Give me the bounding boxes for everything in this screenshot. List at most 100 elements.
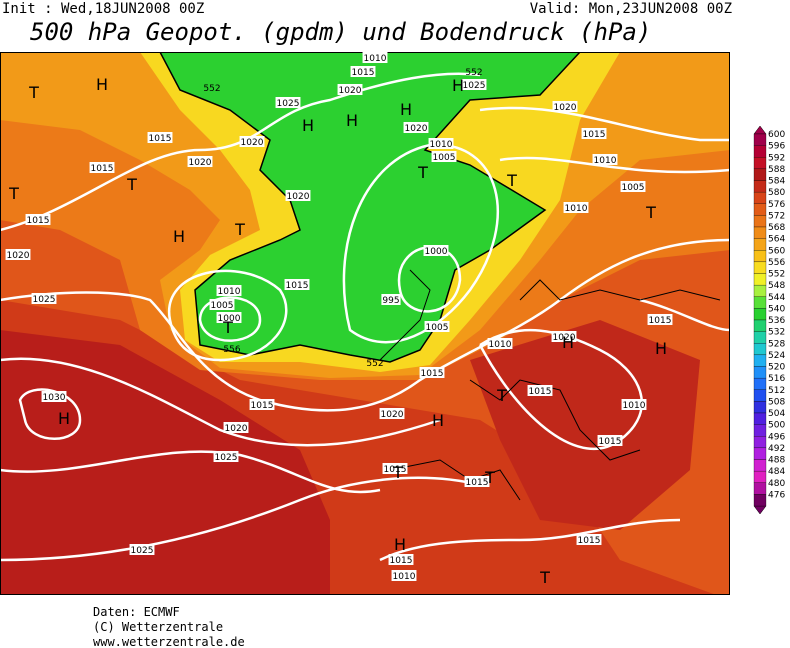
colorbar-swatch — [753, 389, 767, 402]
isobar-label-text: 1015 — [251, 401, 274, 411]
isobar-label-box — [41, 391, 67, 402]
isobar-label: 1020 — [551, 331, 577, 343]
pressure-center: H — [562, 333, 574, 352]
isobar-label-box — [647, 314, 673, 325]
colorbar-label: 580 — [768, 188, 785, 198]
isobar-label-box — [275, 97, 301, 108]
colorbar-label: 560 — [768, 246, 785, 256]
colorbar-swatch — [753, 482, 767, 495]
isobar-label: 1010 — [563, 202, 589, 214]
isobar-label-text: 1015 — [529, 387, 552, 397]
colorbar-swatch — [753, 203, 767, 216]
isobar-label-text: 1010 — [489, 340, 512, 350]
pressure-center: H — [173, 227, 185, 246]
colorbar-swatch — [753, 157, 767, 170]
isobar-label-text: 1010 — [565, 204, 588, 214]
colorbar-label: 540 — [768, 304, 785, 314]
colorbar-label: 588 — [768, 165, 785, 175]
colorbar-label: 564 — [768, 235, 785, 245]
isobar-label: 1010 — [428, 138, 454, 150]
isobar-label: 1015 — [147, 132, 173, 144]
colorbar-swatch — [753, 412, 767, 425]
isobar-label-text: 1015 — [649, 316, 672, 326]
isobar-label-text: 1000 — [425, 247, 448, 257]
isobar-label-box — [379, 408, 405, 419]
pressure-center: T — [222, 318, 233, 337]
colorbar-label: 528 — [768, 339, 785, 349]
pressure-center: H — [346, 111, 358, 130]
isobar-label: 1025 — [213, 451, 239, 463]
isobar-label-box — [597, 435, 623, 446]
thickness-label: 552 — [465, 68, 482, 78]
colorbar-top-arrow — [753, 125, 767, 135]
isobar-label-box — [381, 294, 401, 305]
isobar-label-box — [461, 79, 487, 90]
colorbar-label: 592 — [768, 153, 785, 163]
colorbar-label: 500 — [768, 421, 785, 431]
colorbar-swatch — [753, 459, 767, 472]
isobar-label-text: 1015 — [352, 68, 375, 78]
isobar-label-box — [464, 476, 490, 487]
colorbar-label: 508 — [768, 397, 785, 407]
isobar-label-box — [25, 214, 51, 225]
isobar-label: 1015 — [25, 214, 51, 226]
isobar-label: 1015 — [581, 128, 607, 140]
isobar-label: 1005 — [620, 181, 646, 193]
isobar-label-text: 1015 — [578, 536, 601, 546]
isobar-label-text: 1025 — [33, 295, 56, 305]
isobar-label-text: 1010 — [218, 287, 241, 297]
isobar-label-box — [552, 101, 578, 112]
isobar-label: 1010 — [391, 570, 417, 582]
isobar-label: 1005 — [209, 299, 235, 311]
pressure-center: T — [8, 184, 19, 203]
credit-line: (C) Wetterzentrale — [93, 620, 223, 634]
isobar-label: 1015 — [647, 314, 673, 326]
isobar-label-text: 1010 — [623, 401, 646, 411]
isobar-label-box — [419, 367, 445, 378]
isobar-label-text: 1005 — [622, 183, 645, 193]
colorbar-swatch — [753, 250, 767, 263]
colorbar-label: 476 — [768, 490, 785, 500]
isobar-label: 1010 — [216, 285, 242, 297]
isobar-label: 1010 — [487, 338, 513, 350]
colorbar-swatch — [753, 377, 767, 390]
isobar-label-box — [527, 385, 553, 396]
isobar-label: 1020 — [285, 190, 311, 202]
isobar-label-box — [551, 331, 577, 342]
isobar-label-text: 1020 — [381, 410, 404, 420]
isobar-label-box — [391, 570, 417, 581]
pressure-center: H — [452, 76, 464, 95]
colorbar-swatch — [753, 436, 767, 449]
isobar-label-text: 1015 — [149, 134, 172, 144]
isobar-label-box — [209, 299, 235, 310]
colorbar-label: 596 — [768, 142, 785, 152]
isobar-label: 1015 — [527, 385, 553, 397]
isobar-label-box — [337, 84, 363, 95]
isobar-label-text: 995 — [382, 296, 399, 306]
isobar-label-text: 1020 — [241, 138, 264, 148]
isobar-label-text: 1025 — [463, 81, 486, 91]
colorbar-label: 532 — [768, 328, 785, 338]
colorbar-swatch — [753, 133, 767, 146]
colorbar-swatch — [753, 331, 767, 344]
colorbar-label: 548 — [768, 281, 785, 291]
isobar-label-box — [431, 151, 457, 162]
isobar-label-text: 1015 — [286, 281, 309, 291]
colorbar-swatch — [753, 308, 767, 321]
isobar-label: 1020 — [5, 249, 31, 261]
colorbar-swatch — [753, 273, 767, 286]
pressure-center: H — [655, 339, 667, 358]
colorbar-label: 600 — [768, 130, 785, 140]
isobar-label-box — [388, 554, 414, 565]
colorbar-label: 544 — [768, 293, 785, 303]
colorbar-swatch — [753, 354, 767, 367]
isobar-label: 1020 — [552, 101, 578, 113]
colorbar-swatch — [753, 191, 767, 204]
isobar-label-text: 1015 — [384, 465, 407, 475]
isobar-label-text: 1015 — [390, 556, 413, 566]
field-dark-red-east — [470, 320, 700, 530]
isobar-label-box — [576, 534, 602, 545]
isobar-label-text: 1030 — [43, 393, 66, 403]
isobar-label-box — [5, 249, 31, 260]
